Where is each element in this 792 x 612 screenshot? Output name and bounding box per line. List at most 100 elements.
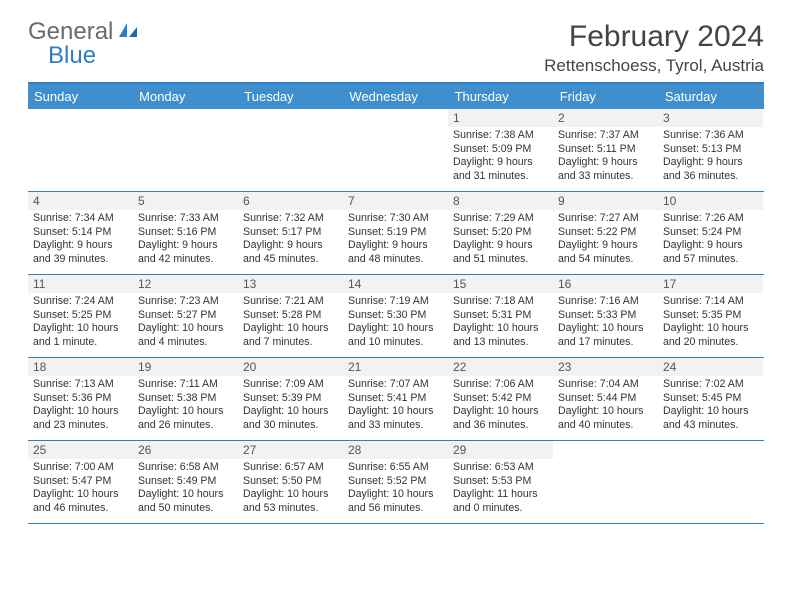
sunrise-text: Sunrise: 7:00 AM (33, 461, 128, 475)
calendar-day-cell (343, 109, 448, 191)
calendar-day-cell: 26Sunrise: 6:58 AMSunset: 5:49 PMDayligh… (133, 441, 238, 523)
calendar-day-cell: 11Sunrise: 7:24 AMSunset: 5:25 PMDayligh… (28, 275, 133, 357)
calendar-day-cell (658, 441, 763, 523)
sunset-text: Sunset: 5:27 PM (138, 309, 233, 323)
day-number: 6 (238, 192, 343, 210)
day-number: 4 (28, 192, 133, 210)
day-number: 14 (343, 275, 448, 293)
calendar-week-row: 11Sunrise: 7:24 AMSunset: 5:25 PMDayligh… (28, 275, 764, 358)
sunrise-text: Sunrise: 7:26 AM (663, 212, 758, 226)
sunset-text: Sunset: 5:16 PM (138, 226, 233, 240)
sunset-text: Sunset: 5:09 PM (453, 143, 548, 157)
sunrise-text: Sunrise: 7:09 AM (243, 378, 338, 392)
daylight-text: Daylight: 10 hours and 10 minutes. (348, 322, 443, 349)
sunset-text: Sunset: 5:41 PM (348, 392, 443, 406)
sunset-text: Sunset: 5:36 PM (33, 392, 128, 406)
calendar-day-cell: 2Sunrise: 7:37 AMSunset: 5:11 PMDaylight… (553, 109, 658, 191)
sunrise-text: Sunrise: 7:23 AM (138, 295, 233, 309)
calendar-day-cell: 8Sunrise: 7:29 AMSunset: 5:20 PMDaylight… (448, 192, 553, 274)
sunset-text: Sunset: 5:47 PM (33, 475, 128, 489)
calendar-day-cell: 20Sunrise: 7:09 AMSunset: 5:39 PMDayligh… (238, 358, 343, 440)
calendar-day-cell: 21Sunrise: 7:07 AMSunset: 5:41 PMDayligh… (343, 358, 448, 440)
calendar-day-cell: 19Sunrise: 7:11 AMSunset: 5:38 PMDayligh… (133, 358, 238, 440)
day-number: 9 (553, 192, 658, 210)
sunset-text: Sunset: 5:30 PM (348, 309, 443, 323)
calendar-header-cell: Thursday (449, 84, 554, 109)
sunrise-text: Sunrise: 7:11 AM (138, 378, 233, 392)
day-number: 26 (133, 441, 238, 459)
sunrise-text: Sunrise: 6:55 AM (348, 461, 443, 475)
calendar-week-row: 1Sunrise: 7:38 AMSunset: 5:09 PMDaylight… (28, 109, 764, 192)
calendar-body: 1 Sunrise: 7:38 AMSunset: 5:09 PM Daylight… (28, 109, 764, 524)
calendar-day-cell (28, 109, 133, 191)
daylight-text: Daylight: 10 hours and 17 minutes. (558, 322, 653, 349)
calendar-header-cell: Sunday (28, 84, 133, 109)
calendar: SundayMondayTuesdayWednesdayThursdayFrid… (28, 82, 764, 524)
calendar-day-cell: 10Sunrise: 7:26 AMSunset: 5:24 PMDayligh… (658, 192, 763, 274)
day-number: 29 (448, 441, 553, 459)
sunset-text: Sunset: 5:14 PM (33, 226, 128, 240)
calendar-header-cell: Friday (554, 84, 659, 109)
calendar-day-cell: 18Sunrise: 7:13 AMSunset: 5:36 PMDayligh… (28, 358, 133, 440)
sunset-text: Sunset: 5:13 PM (663, 143, 758, 157)
calendar-day-cell: 3Sunrise: 7:36 AMSunset: 5:13 PMDaylight… (658, 109, 763, 191)
sunset-text: Sunset: 5:52 PM (348, 475, 443, 489)
calendar-day-cell (238, 109, 343, 191)
calendar-day-cell: 17 Sunrise: 7:14 AMSunset: 5:35 PMDayligh… (658, 275, 763, 357)
daylight-text: Daylight: 10 hours and 23 minutes. (33, 405, 128, 432)
header: General Blue February 2024 Rettenschoess… (28, 20, 764, 76)
calendar-day-cell: 27Sunrise: 6:57 AMSunset: 5:50 PMDayligh… (238, 441, 343, 523)
sunset-text: Sunset: 5:45 PM (663, 392, 758, 406)
day-number: 23 (553, 358, 658, 376)
calendar-week-row: 25Sunrise: 7:00 AMSunset: 5:47 PMDayligh… (28, 441, 764, 524)
calendar-day-cell: 7Sunrise: 7:30 AMSunset: 5:19 PMDaylight… (343, 192, 448, 274)
sunrise-text: Sunrise: 7:37 AM (558, 129, 653, 143)
calendar-day-cell: 29Sunrise: 6:53 AMSunset: 5:53 PMDayligh… (448, 441, 553, 523)
calendar-day-cell: 25Sunrise: 7:00 AMSunset: 5:47 PMDayligh… (28, 441, 133, 523)
sunrise-text: Sunrise: 7:07 AM (348, 378, 443, 392)
calendar-day-cell: 22Sunrise: 7:06 AMSunset: 5:42 PMDayligh… (448, 358, 553, 440)
location-text: Rettenschoess, Tyrol, Austria (544, 56, 764, 76)
calendar-day-cell (133, 109, 238, 191)
sunset-text: Sunset: 5:49 PM (138, 475, 233, 489)
day-number: 17 (658, 275, 763, 293)
day-number: 12 (133, 275, 238, 293)
sunrise-text: Sunrise: 7:02 AM (663, 378, 758, 392)
sunset-text: Sunset: 5:38 PM (138, 392, 233, 406)
day-number: 21 (343, 358, 448, 376)
day-number: 2 (553, 109, 658, 127)
calendar-day-cell: 13Sunrise: 7:21 AMSunset: 5:28 PMDayligh… (238, 275, 343, 357)
day-number: 27 (238, 441, 343, 459)
daylight-text: Daylight: 9 hours and 51 minutes. (453, 239, 548, 266)
calendar-header-row: SundayMondayTuesdayWednesdayThursdayFrid… (28, 84, 764, 109)
day-number: 25 (28, 441, 133, 459)
calendar-day-cell: 4Sunrise: 7:34 AMSunset: 5:14 PMDaylight… (28, 192, 133, 274)
daylight-text: Daylight: 10 hours and 20 minutes. (663, 322, 758, 349)
sunset-text: Sunset: 5:11 PM (558, 143, 653, 157)
sunrise-text: Sunrise: 7:14 AM (663, 295, 758, 309)
sunrise-text: Sunrise: 7:32 AM (243, 212, 338, 226)
daylight-text: Daylight: 9 hours and 57 minutes. (663, 239, 758, 266)
sunrise-text: Sunrise: 6:57 AM (243, 461, 338, 475)
calendar-header-cell: Saturday (659, 84, 764, 109)
day-number: 13 (238, 275, 343, 293)
calendar-week-row: 18Sunrise: 7:13 AMSunset: 5:36 PMDayligh… (28, 358, 764, 441)
day-number: 15 (448, 275, 553, 293)
sunset-text: Sunset: 5:31 PM (453, 309, 548, 323)
sunrise-text: Sunrise: 7:30 AM (348, 212, 443, 226)
day-number: 1 (448, 109, 553, 127)
sunset-text: Sunset: 5:35 PM (663, 309, 758, 323)
daylight-text: Daylight: 10 hours and 4 minutes. (138, 322, 233, 349)
sunrise-text: Sunrise: 7:38 AM (453, 129, 548, 143)
calendar-day-cell: 28Sunrise: 6:55 AMSunset: 5:52 PMDayligh… (343, 441, 448, 523)
sunset-text: Sunset: 5:44 PM (558, 392, 653, 406)
calendar-day-cell: 23Sunrise: 7:04 AMSunset: 5:44 PMDayligh… (553, 358, 658, 440)
day-number: 11 (28, 275, 133, 293)
day-number: 22 (448, 358, 553, 376)
logo-text-blue: Blue (48, 42, 96, 69)
day-number: 7 (343, 192, 448, 210)
daylight-text: Daylight: 10 hours and 43 minutes. (663, 405, 758, 432)
sunrise-text: Sunrise: 7:18 AM (453, 295, 548, 309)
calendar-day-cell: 15Sunrise: 7:18 AMSunset: 5:31 PMDayligh… (448, 275, 553, 357)
daylight-text: Daylight: 9 hours and 54 minutes. (558, 239, 653, 266)
